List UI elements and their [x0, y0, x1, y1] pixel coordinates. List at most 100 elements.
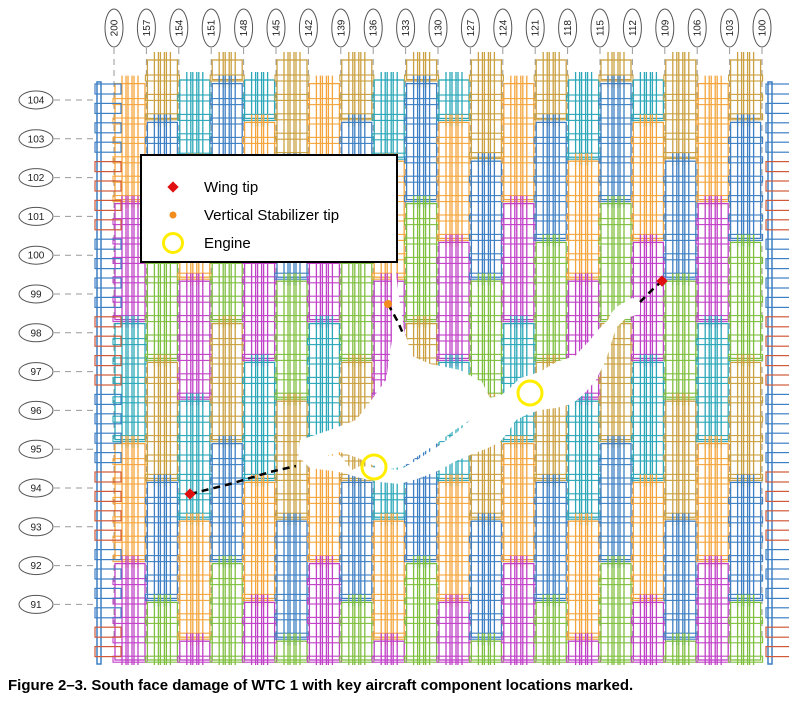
column-label-136: 136 — [363, 8, 383, 48]
facade-panel — [663, 153, 699, 286]
column-label-text: 157 — [142, 19, 153, 36]
column-label-139: 139 — [331, 8, 351, 48]
column-label-text: 127 — [466, 19, 477, 36]
floor-label-text: 97 — [30, 367, 42, 378]
facade-panels — [94, 52, 789, 665]
column-label-145: 145 — [266, 8, 286, 48]
facade-panel — [501, 435, 537, 568]
facade-panel — [663, 513, 699, 646]
facade-panel — [112, 315, 148, 448]
facade-panel — [144, 594, 180, 665]
column-label-148: 148 — [234, 8, 254, 48]
column-label-text: 112 — [628, 20, 639, 36]
legend-box: Wing tip Vertical Stabilizer tip Engine — [140, 154, 398, 263]
facade-panel — [177, 513, 213, 646]
facade-panel — [630, 474, 666, 607]
facade-panel — [728, 52, 764, 127]
facade-panel — [209, 52, 245, 88]
component-markers — [184, 275, 668, 500]
facade-panel — [695, 195, 731, 328]
facade-panel — [242, 594, 278, 665]
floor-label-text: 100 — [28, 251, 45, 262]
facade-panel — [695, 555, 731, 665]
engine-marker-left — [360, 453, 388, 481]
facade-panel — [177, 633, 213, 665]
facade-panel — [371, 72, 407, 166]
facade-panel — [663, 52, 699, 166]
facade-panel — [242, 354, 278, 487]
facade-panel — [566, 513, 602, 646]
engine-icon — [162, 232, 184, 254]
column-label-text: 136 — [369, 19, 380, 36]
facade-panel — [598, 435, 634, 568]
facade-panel — [728, 354, 764, 487]
stabilizer-tip-marker — [384, 300, 392, 308]
edge-column — [94, 81, 122, 665]
column-label-106: 106 — [687, 8, 707, 48]
floor-label-103: 103 — [18, 129, 54, 149]
facade-panel — [404, 195, 440, 328]
floor-label-text: 98 — [30, 328, 42, 339]
column-label-text: 154 — [174, 19, 185, 36]
stabilizer-tip-icon — [169, 211, 177, 219]
facade-panel — [144, 354, 180, 487]
floor-label-text: 102 — [28, 173, 45, 184]
column-label-157: 157 — [136, 8, 156, 48]
facade-panel — [533, 114, 569, 247]
facade-panel — [663, 273, 699, 406]
column-label-text: 200 — [110, 19, 121, 36]
facade-panel — [436, 114, 472, 247]
facade-panel — [598, 75, 634, 208]
floor-label-text: 93 — [30, 522, 42, 533]
facade-panel — [533, 234, 569, 367]
facade-panel — [404, 75, 440, 208]
facade-panel — [371, 513, 407, 646]
facade-panel — [468, 513, 504, 646]
facade-panel — [468, 153, 504, 286]
column-label-text: 133 — [401, 19, 412, 36]
column-label-text: 124 — [498, 19, 509, 36]
facade-panel — [177, 72, 213, 166]
facade-panel — [598, 555, 634, 665]
floor-label-text: 91 — [30, 600, 42, 611]
legend-wing-tip-label: Wing tip — [204, 178, 259, 196]
wing-tip-icon — [167, 181, 179, 193]
facade-panel — [404, 555, 440, 665]
floor-label-100: 100 — [18, 245, 54, 265]
damage-diagram: 200 157 154 151 148 145 142 139 136 133 130 127 124 1… — [18, 8, 789, 665]
facade-panel — [112, 195, 148, 328]
facade-panel — [144, 52, 180, 127]
facade-panel — [339, 594, 375, 665]
floor-label-text: 96 — [30, 406, 42, 417]
floor-label-text: 95 — [30, 445, 42, 456]
facade-panel — [598, 195, 634, 328]
facade-panel — [436, 474, 472, 607]
facade-panel — [695, 315, 731, 448]
facade-panel — [695, 75, 731, 208]
facade-panel — [274, 52, 310, 166]
floor-label-91: 91 — [18, 594, 54, 614]
facade-panel — [566, 393, 602, 526]
facade-panel — [598, 52, 634, 88]
column-label-text: 148 — [239, 19, 250, 36]
legend-engine-label: Engine — [204, 234, 251, 252]
column-label-124: 124 — [493, 8, 513, 48]
impact-hole-upper — [298, 240, 490, 470]
facade-panel — [566, 633, 602, 665]
column-label-text: 139 — [336, 19, 347, 36]
guide-lines — [54, 48, 763, 640]
column-label-112: 112 — [622, 8, 642, 48]
figure-caption: Figure 2–3. South face damage of WTC 1 w… — [8, 677, 634, 694]
column-label-115: 115 — [590, 8, 610, 48]
column-label-200: 200 — [104, 8, 124, 48]
column-label-118: 118 — [558, 8, 578, 48]
facade-panel — [533, 52, 569, 127]
floor-label-text: 99 — [30, 290, 42, 301]
facade-panel — [728, 114, 764, 247]
floor-label-96: 96 — [18, 400, 54, 420]
right-wing-tip-marker — [656, 275, 668, 287]
column-label-151: 151 — [201, 8, 221, 48]
floor-label-101: 101 — [18, 206, 54, 226]
floor-label-102: 102 — [18, 168, 54, 188]
left-wing-tip-marker — [184, 488, 196, 500]
